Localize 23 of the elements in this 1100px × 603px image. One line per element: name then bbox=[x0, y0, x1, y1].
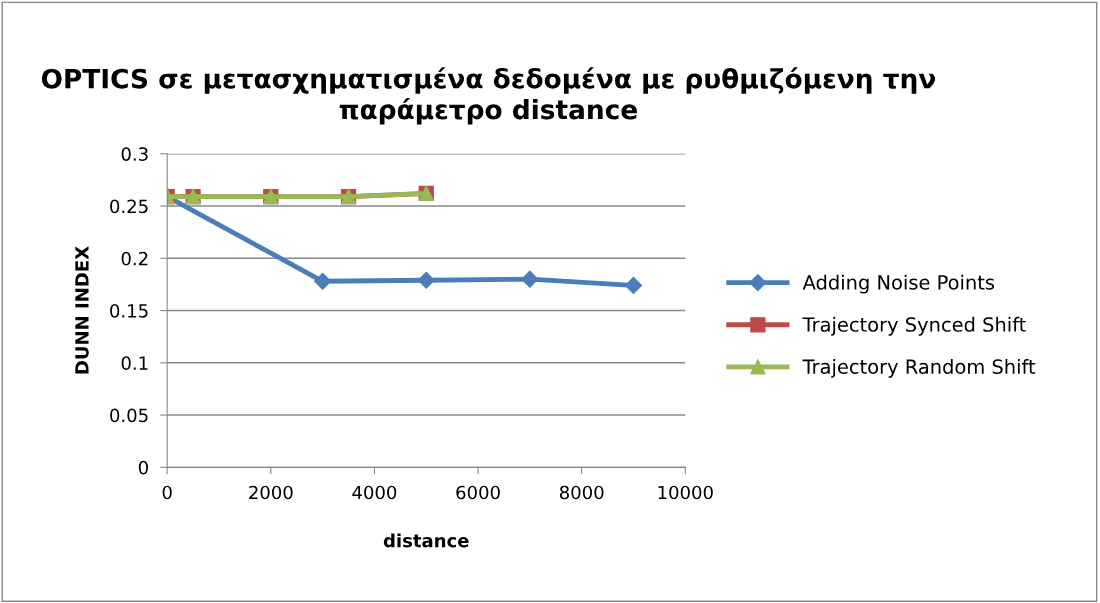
x-tick-label: 10000 bbox=[658, 485, 713, 500]
legend-label: Adding Noise Points bbox=[802, 274, 995, 294]
y-tick-label: 0.05 bbox=[110, 408, 148, 423]
x-tick-label: 6000 bbox=[456, 485, 500, 500]
legend-label: Trajectory Synced Shift bbox=[802, 316, 1026, 336]
x-tick-label: 4000 bbox=[352, 485, 397, 500]
x-tick-label: 0 bbox=[162, 485, 172, 500]
x-tick-label: 8000 bbox=[559, 485, 604, 500]
y-tick-label: 0.15 bbox=[110, 304, 148, 318]
legend-label: Trajectory Random Shift bbox=[802, 358, 1036, 378]
y-axis-title: DUNN INDEX bbox=[75, 246, 89, 374]
chart-title: OPTICS σε μετασχηματισμένα δεδομένα με ρυθμιζόμενη την παράμετρο distance bbox=[41, 67, 936, 125]
y-tick-label: 0.1 bbox=[121, 356, 148, 370]
x-tick-label: 2000 bbox=[249, 485, 293, 500]
point bbox=[314, 272, 332, 290]
y-tick-label: 0.25 bbox=[110, 199, 148, 214]
y-tick-label: 0.2 bbox=[121, 251, 148, 266]
y-tick-label: 0 bbox=[138, 460, 148, 475]
point bbox=[624, 276, 643, 295]
point bbox=[521, 270, 539, 288]
x-axis-title: distance bbox=[383, 533, 469, 548]
point bbox=[417, 271, 435, 289]
y-tick-label: 0.3 bbox=[121, 147, 148, 161]
